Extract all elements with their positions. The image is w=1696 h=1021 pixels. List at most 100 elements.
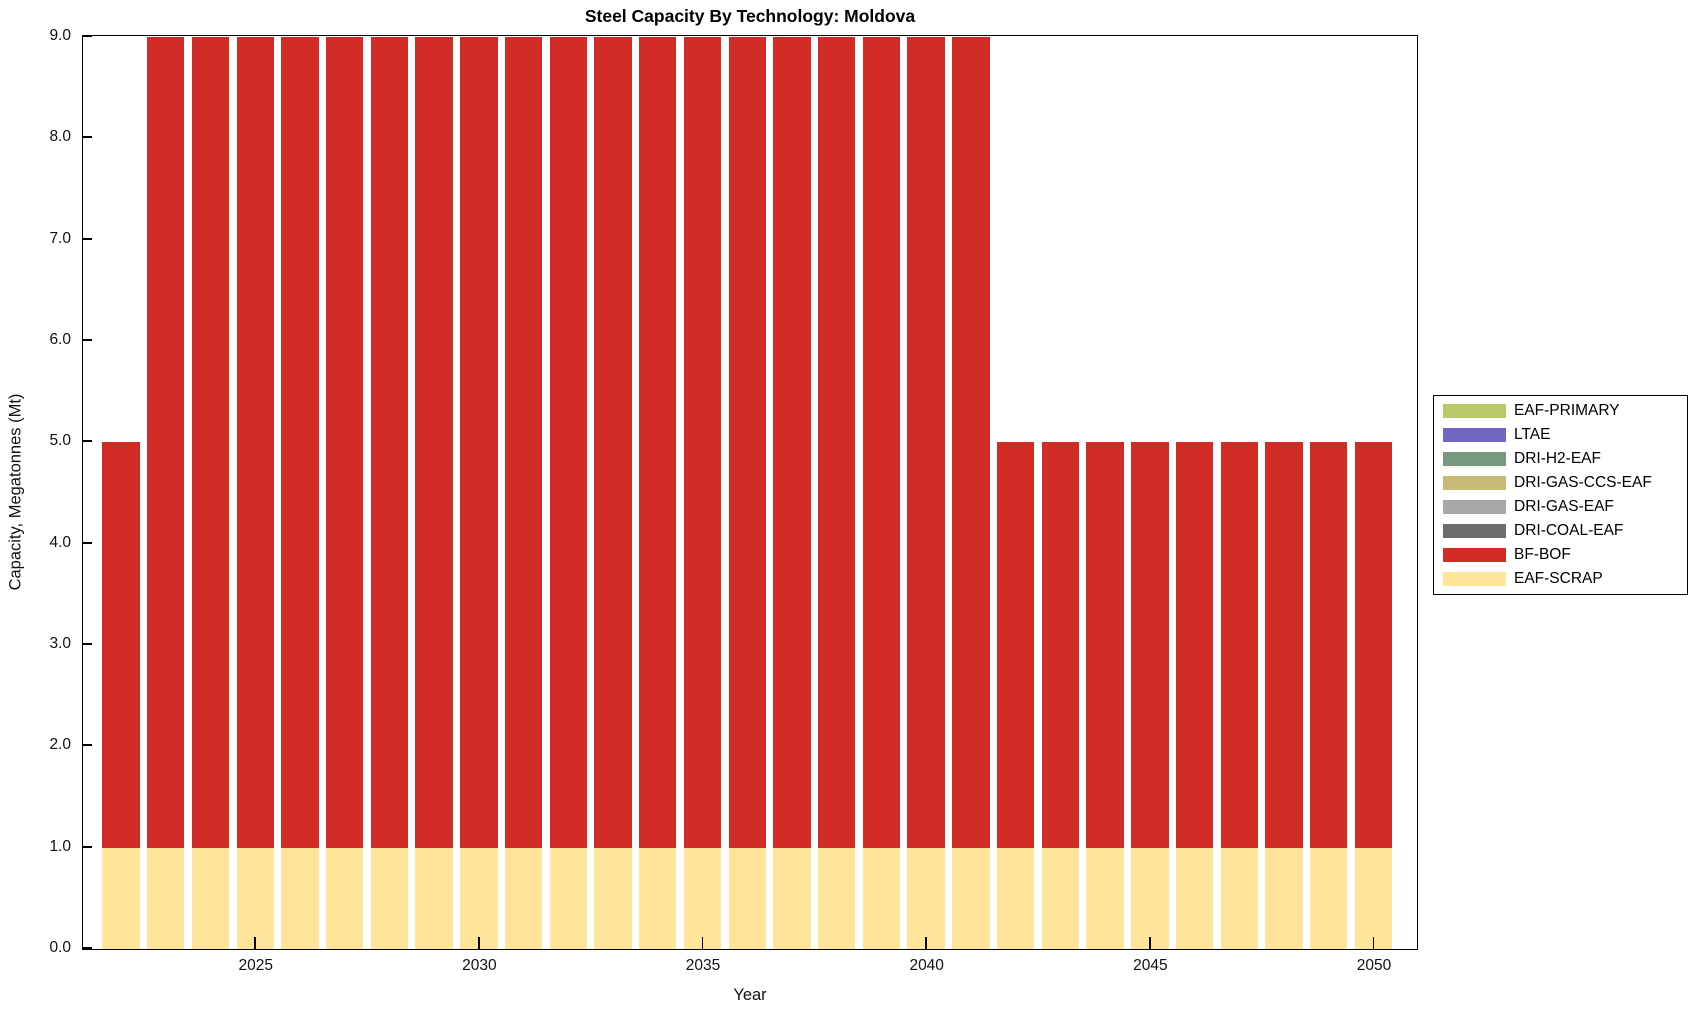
bar-segment-2046-BF-BOF: [1175, 442, 1214, 848]
x-tick-mark: [254, 937, 257, 949]
legend: EAF-PRIMARY LTAE DRI-H2-EAF DRI-GAS-CCS-EAF…: [1433, 395, 1688, 595]
legend-swatch-BF-BOF: [1443, 548, 1506, 562]
legend-item-DRI-GAS-CCS-EAF: DRI-GAS-CCS-EAF: [1443, 471, 1677, 495]
bar-segment-2037-BF-BOF: [773, 37, 811, 848]
bar-segment-2035-BF-BOF: [683, 37, 722, 848]
bar-segment-2031-EAF-SCRAP: [504, 847, 543, 949]
bar-segment-2026-BF-BOF: [281, 37, 319, 848]
bar-segment-2030-EAF-SCRAP: [460, 847, 498, 949]
y-tick-label: 0.0: [49, 939, 71, 956]
bar-segment-2050-EAF-SCRAP: [1354, 847, 1393, 949]
bar-segment-2049-BF-BOF: [1310, 442, 1348, 848]
bar-segment-2048-EAF-SCRAP: [1265, 847, 1303, 949]
bar-segment-2030-BF-BOF: [460, 37, 498, 848]
bar-segment-2041-BF-BOF: [952, 37, 990, 848]
bar-segment-2045-EAF-SCRAP: [1131, 847, 1169, 949]
y-tick-label: 3.0: [49, 635, 71, 652]
bar-segment-2027-EAF-SCRAP: [325, 847, 364, 949]
chart-title: Steel Capacity By Technology: Moldova: [584, 6, 916, 26]
y-tick-label: 8.0: [49, 128, 71, 146]
y-tick-mark: [83, 541, 92, 544]
legend-label-LTAE: LTAE: [1514, 426, 1551, 443]
x-tick-label: 2025: [238, 957, 273, 974]
x-tick-mark: [925, 937, 928, 949]
bar-segment-2029-EAF-SCRAP: [415, 847, 453, 949]
bar-segment-2034-BF-BOF: [639, 37, 677, 848]
legend-label-EAF-PRIMARY: EAF-PRIMARY: [1514, 402, 1620, 419]
bar-segment-2042-BF-BOF: [996, 442, 1035, 848]
x-tick-label: 2030: [462, 957, 497, 974]
x-tick-label: 2040: [909, 957, 944, 974]
bar-segment-2043-EAF-SCRAP: [1041, 847, 1080, 949]
bar-segment-2044-EAF-SCRAP: [1086, 847, 1124, 949]
legend-item-BF-BOF: BF-BOF: [1443, 543, 1677, 567]
bar-segment-2040-BF-BOF: [907, 37, 945, 848]
bar-segment-2043-BF-BOF: [1041, 442, 1080, 848]
bar-segment-2024-BF-BOF: [191, 37, 230, 848]
bar-segment-2049-EAF-SCRAP: [1310, 847, 1348, 949]
bar-segment-2038-BF-BOF: [818, 37, 856, 848]
bar-segment-2028-EAF-SCRAP: [370, 847, 409, 949]
bar-segment-2037-EAF-SCRAP: [773, 847, 811, 949]
y-tick-mark: [83, 744, 92, 747]
x-tick-mark: [1372, 937, 1375, 949]
bar-segment-2022-BF-BOF: [102, 442, 140, 848]
y-tick-label: 1.0: [49, 837, 71, 855]
bar-segment-2023-EAF-SCRAP: [147, 847, 185, 949]
legend-swatch-EAF-SCRAP: [1443, 572, 1506, 586]
y-tick-label: 6.0: [49, 331, 71, 348]
y-tick-mark: [83, 440, 92, 443]
legend-label-EAF-SCRAP: EAF-SCRAP: [1514, 570, 1603, 587]
legend-swatch-LTAE: [1443, 428, 1506, 442]
y-tick-label: 4.0: [49, 533, 71, 551]
bar-segment-2025-EAF-SCRAP: [236, 847, 274, 949]
bar-segment-2024-EAF-SCRAP: [191, 847, 230, 949]
y-tick-mark: [83, 845, 92, 848]
y-tick-mark: [83, 643, 92, 645]
legend-item-DRI-GAS-EAF: DRI-GAS-EAF: [1443, 495, 1677, 519]
x-tick-mark: [477, 937, 480, 949]
x-axis-label: Year: [733, 986, 767, 1004]
legend-item-DRI-H2-EAF: DRI-H2-EAF: [1443, 447, 1677, 471]
legend-label-BF-BOF: BF-BOF: [1514, 546, 1571, 563]
legend-item-LTAE: LTAE: [1443, 423, 1677, 447]
y-tick-mark: [83, 136, 92, 139]
y-axis-label: Capacity, Megatonnes (Mt): [6, 393, 25, 591]
legend-label-DRI-GAS-CCS-EAF: DRI-GAS-CCS-EAF: [1514, 474, 1652, 491]
bar-segment-2036-EAF-SCRAP: [728, 847, 766, 949]
bar-segment-2023-BF-BOF: [147, 37, 185, 848]
bar-segment-2042-EAF-SCRAP: [996, 847, 1035, 949]
bar-segment-2034-EAF-SCRAP: [639, 847, 677, 949]
bar-segment-2045-BF-BOF: [1131, 442, 1169, 848]
bar-segment-2041-EAF-SCRAP: [952, 847, 990, 949]
x-tick-mark: [1148, 937, 1151, 949]
bar-segment-2028-BF-BOF: [370, 37, 409, 848]
y-tick-label: 9.0: [49, 27, 71, 44]
y-tick-label: 2.0: [49, 736, 71, 754]
x-tick-mark: [701, 937, 704, 949]
plot-area: [82, 35, 1418, 950]
bar-segment-2047-BF-BOF: [1220, 442, 1258, 848]
legend-swatch-DRI-COAL-EAF: [1443, 524, 1506, 538]
y-tick-label: 5.0: [49, 432, 71, 450]
bar-segment-2033-EAF-SCRAP: [594, 847, 632, 949]
bar-segment-2040-EAF-SCRAP: [907, 847, 945, 949]
legend-label-DRI-GAS-EAF: DRI-GAS-EAF: [1514, 498, 1614, 515]
legend-item-DRI-COAL-EAF: DRI-COAL-EAF: [1443, 519, 1677, 543]
y-tick-label: 7.0: [49, 229, 71, 247]
y-tick-mark: [83, 947, 92, 949]
bar-segment-2022-EAF-SCRAP: [102, 847, 140, 949]
y-tick-mark: [83, 339, 92, 341]
bar-segment-2035-EAF-SCRAP: [683, 847, 722, 949]
bar-segment-2038-EAF-SCRAP: [818, 847, 856, 949]
legend-swatch-DRI-GAS-EAF: [1443, 500, 1506, 514]
x-tick-label: 2045: [1133, 957, 1168, 974]
y-tick-mark: [83, 237, 92, 240]
x-tick-label: 2050: [1356, 957, 1392, 974]
bar-segment-2026-EAF-SCRAP: [281, 847, 319, 949]
legend-swatch-DRI-GAS-CCS-EAF: [1443, 476, 1506, 490]
legend-item-EAF-SCRAP: EAF-SCRAP: [1443, 567, 1677, 591]
bar-segment-2046-EAF-SCRAP: [1175, 847, 1214, 949]
bar-segment-2033-BF-BOF: [594, 37, 632, 848]
